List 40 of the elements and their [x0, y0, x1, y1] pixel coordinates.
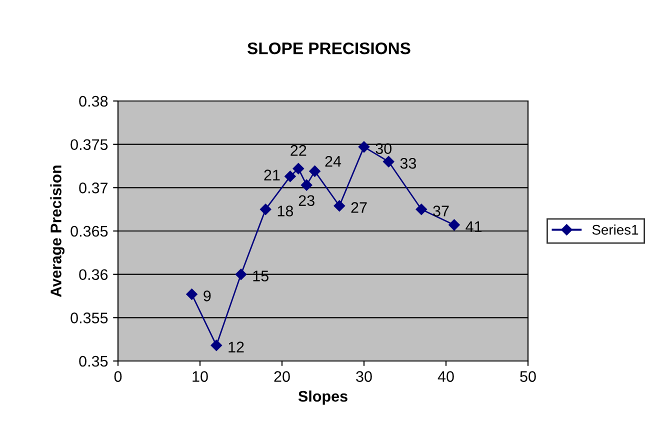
annotation: 9 — [204, 290, 211, 302]
point — [309, 166, 320, 177]
x-tick-label: 50 — [520, 371, 536, 382]
point — [292, 162, 304, 174]
legend-label: Series1 — [592, 224, 638, 235]
x-tick-label: 0 — [114, 371, 122, 382]
annotation: 37 — [433, 206, 449, 216]
x-tick-label: 30 — [356, 371, 372, 382]
y-axis-title: Average Precision — [50, 166, 64, 297]
point — [284, 170, 296, 182]
x-tick-label: 20 — [274, 371, 290, 382]
x-axis-title: Slopes — [298, 390, 348, 405]
annotation: 33 — [400, 158, 416, 169]
annotation: 23 — [298, 195, 314, 206]
y-tick-label: 0.35 — [79, 356, 108, 367]
x-tick-label: 10 — [192, 371, 208, 382]
annotation: 12 — [228, 342, 244, 352]
y-tick-label: 0.38 — [79, 96, 108, 107]
annotation: 27 — [351, 202, 367, 213]
point — [358, 141, 370, 153]
chart-title: SLOPE PRECISIONS — [248, 42, 410, 54]
y-tick-label: 0.37 — [79, 182, 108, 194]
y-tick-label: 0.355 — [70, 312, 108, 324]
annotation: 18 — [278, 206, 294, 216]
point — [300, 179, 312, 191]
point — [186, 288, 198, 300]
x-tick-label: 40 — [438, 371, 454, 382]
annotation: 22 — [290, 145, 306, 156]
point — [382, 156, 394, 168]
y-tick-label: 0.375 — [70, 139, 108, 150]
point — [334, 200, 346, 212]
point — [210, 340, 222, 352]
y-tick-label: 0.36 — [79, 269, 108, 280]
y-tick-label: 0.365 — [70, 226, 108, 237]
annotation: 21 — [264, 170, 280, 180]
point — [416, 204, 428, 215]
point — [235, 268, 247, 280]
annotation: 24 — [325, 156, 342, 167]
point — [448, 219, 460, 231]
point — [260, 204, 272, 215]
